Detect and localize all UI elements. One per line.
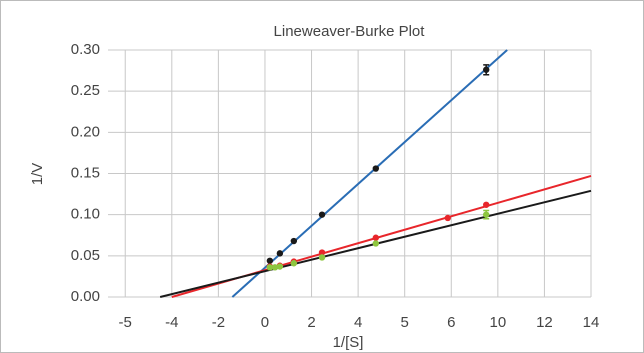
data-point [483, 201, 490, 208]
y-tick-label: 0.15 [71, 164, 100, 181]
x-tick-label: 0 [261, 314, 269, 331]
x-tick-label: -2 [212, 314, 225, 331]
data-point [266, 264, 274, 271]
y-tick-label: 0.00 [71, 288, 100, 305]
y-tick-label: 0.10 [71, 206, 100, 223]
data-point [318, 254, 326, 261]
x-axis-label: 1/[S] [333, 334, 364, 351]
data-point [372, 165, 380, 172]
data-point [290, 237, 298, 245]
y-tick-label: 0.30 [71, 41, 100, 58]
y-tick-label: 0.25 [71, 82, 100, 99]
y-axis-label: 1/V [29, 163, 46, 186]
data-point [318, 211, 326, 218]
y-tick-label: 0.20 [71, 123, 100, 140]
x-tick-label: 14 [583, 314, 600, 331]
chart-title: Lineweaver-Burke Plot [274, 23, 426, 40]
x-tick-label: 6 [447, 314, 455, 331]
x-tick-label: 2 [307, 314, 315, 331]
x-tick-label: 10 [490, 314, 507, 331]
data-point [318, 249, 326, 256]
data-point [266, 257, 274, 264]
x-tick-label: -4 [165, 314, 178, 331]
data-point [372, 234, 380, 241]
x-tick-label: 5 [401, 314, 409, 331]
y-tick-label: 0.05 [71, 247, 100, 264]
data-point [483, 66, 490, 73]
data-point [483, 211, 490, 218]
data-point [372, 240, 380, 247]
data-point [271, 264, 279, 271]
x-tick-label: -5 [119, 314, 132, 331]
x-tick-label: 4 [354, 314, 362, 331]
data-point [276, 263, 284, 270]
x-tick-label: 12 [536, 314, 553, 331]
data-point [444, 214, 451, 222]
data-point [276, 250, 284, 257]
data-point [290, 260, 298, 267]
